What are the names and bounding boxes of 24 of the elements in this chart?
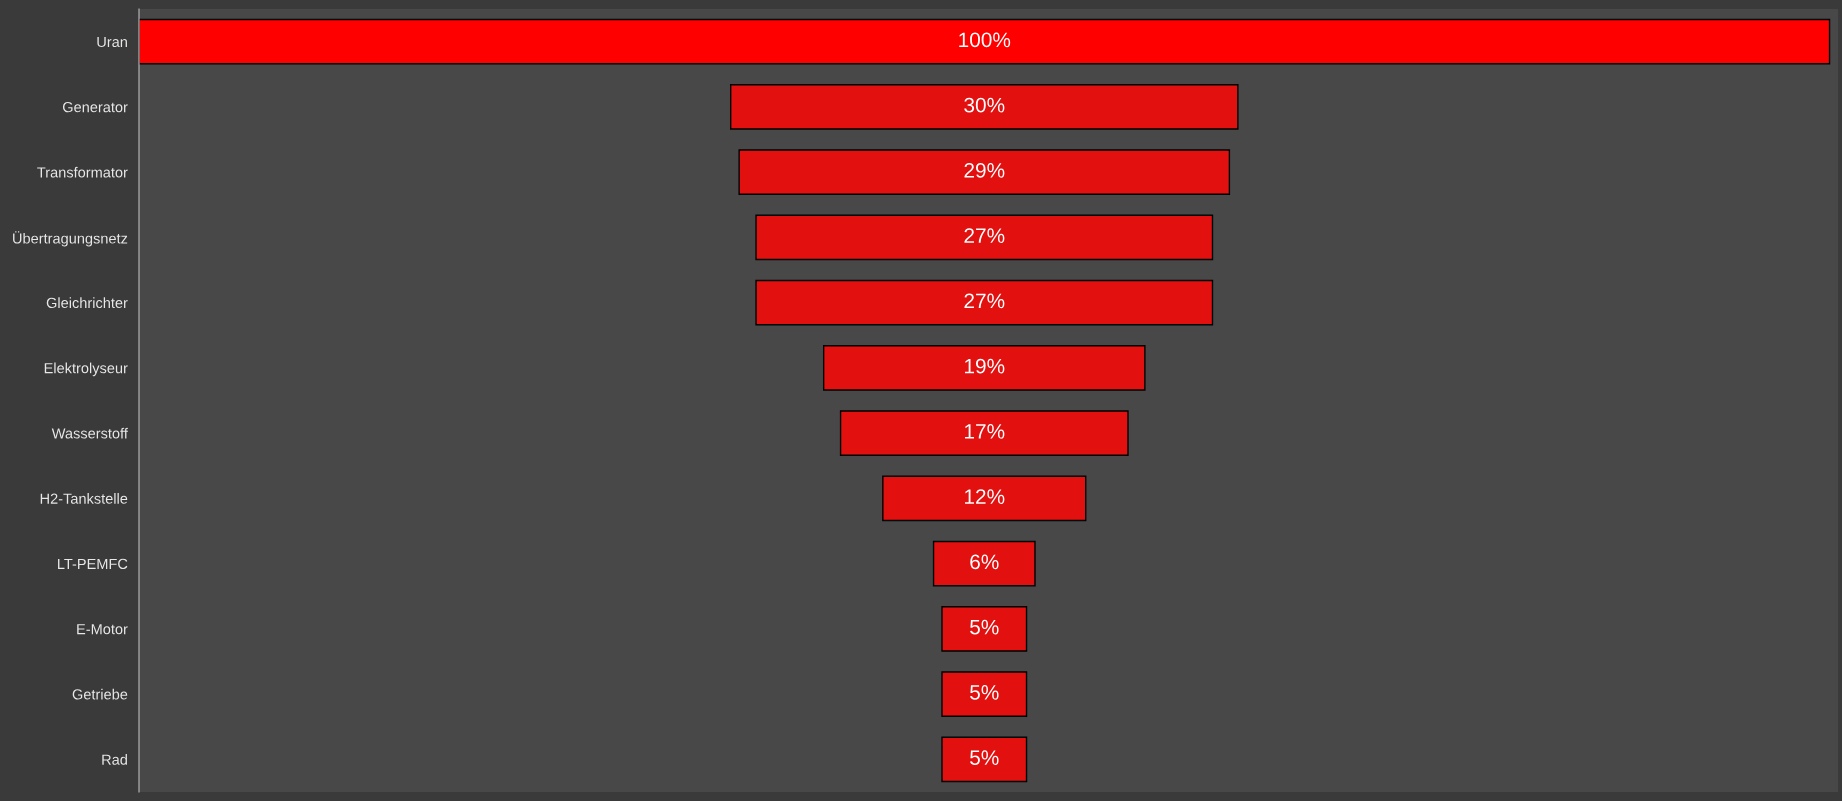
category-label: Rad: [102, 754, 127, 765]
data-label: 12%: [965, 489, 1005, 504]
data-label: 5%: [970, 619, 999, 635]
category-label: Generator: [62, 101, 128, 113]
data-label: 19%: [965, 358, 1005, 374]
category-label: Transformator: [37, 166, 128, 178]
data-label: 27%: [964, 293, 1005, 309]
data-label: 5%: [970, 750, 999, 765]
data-label: 17%: [965, 424, 1005, 439]
category-label: Getriebe: [72, 688, 128, 700]
category-label: H2-Tankstelle: [40, 493, 128, 504]
category-label: Uran: [97, 36, 127, 48]
category-label: Elektrolyseur: [44, 362, 128, 377]
data-label: 29%: [964, 162, 1005, 178]
data-label: 30%: [964, 97, 1005, 113]
data-label: 6%: [970, 554, 999, 570]
category-label: E-Motor: [77, 624, 128, 635]
category-label: Gleichrichter: [46, 297, 128, 309]
category-label: Wasserstoff: [51, 427, 128, 439]
data-label: 100%: [959, 32, 1011, 48]
data-label: 27%: [964, 228, 1005, 243]
category-label: Übertragungsnetz: [13, 231, 128, 247]
data-label: 5%: [970, 685, 999, 700]
category-label: LT-PEMFC: [58, 558, 128, 570]
